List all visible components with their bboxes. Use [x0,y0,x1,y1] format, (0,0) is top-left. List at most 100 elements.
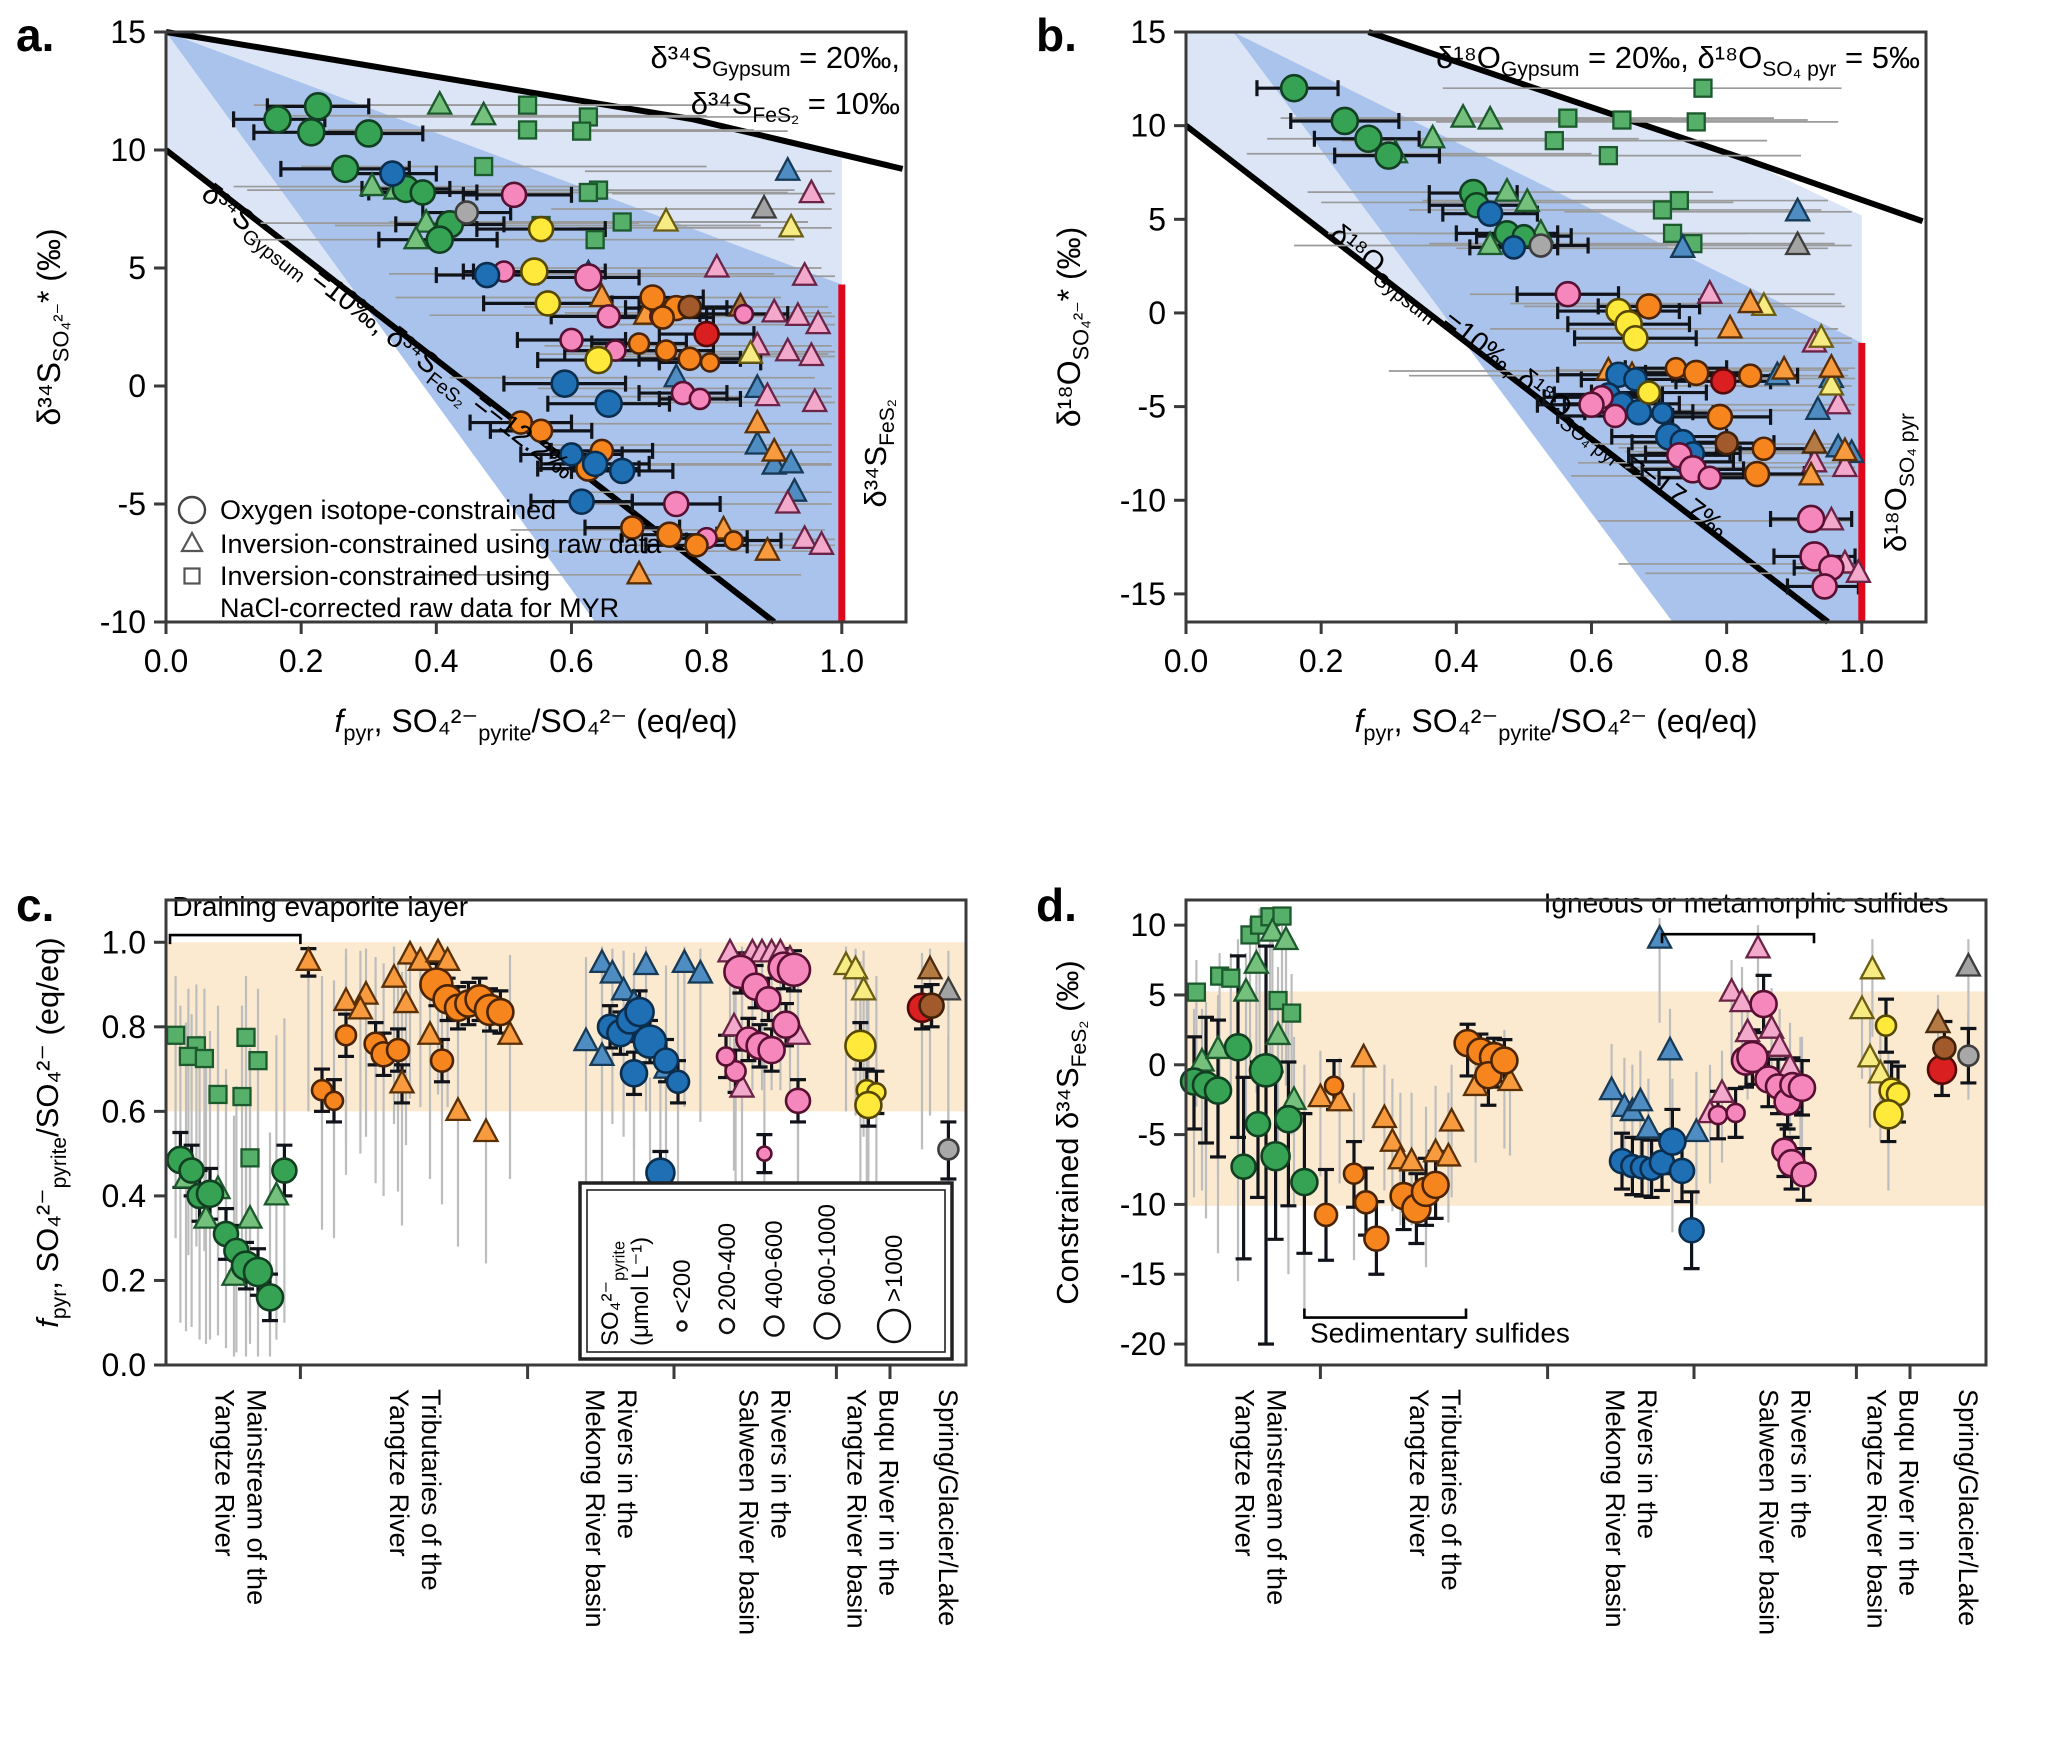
data-point-triangle [1856,1042,1884,1068]
category-label: Yangtze River [1230,1389,1260,1557]
y-axis-label: δ³⁴SSO₄²⁻* (‰) [31,228,73,425]
data-point-circle [771,1010,801,1040]
data-point-triangle [808,529,835,555]
data-point-circle [594,389,623,419]
data-point-triangle [1824,389,1852,415]
data-point-circle [242,1256,274,1288]
data-point-triangle [797,341,825,367]
size-legend-circle [813,1312,841,1340]
data-point-triangle [1476,230,1504,256]
endmember-annotation: δ³⁴SGypsum = 20‰, [651,40,901,81]
data-point-triangle [1784,230,1812,256]
x-tick-label: 1.0 [820,643,864,679]
size-legend-circle [718,1317,736,1335]
data-point-circle [584,345,613,375]
data-point-circle [918,992,945,1019]
category-label: Yangtze River [210,1389,240,1557]
data-point-circle [1751,436,1777,462]
panel-b-chart: 15 10 5 0 -5 -10 -15 0.0 0.2 0.4 0.6 0.8 1.0 fpyr, SO… [1051,14,1928,745]
data-point-triangle [416,1019,444,1045]
data-point-circle [656,521,683,548]
data-point-triangle [1766,1031,1794,1057]
category-label: Spring/Glacier/Lake [933,1389,963,1626]
data-point-circle [429,1048,455,1073]
size-legend-label: >1000 [881,1235,908,1302]
panel-d-chart: Igneous or metamorphic sulfides Sedimenta… [1050,888,1988,1635]
category-label: Tributaries of the [416,1389,446,1591]
category-label: Yangtze River basin [842,1389,872,1629]
data-point-triangle [1398,1146,1426,1172]
x-tick-label: 0.4 [414,643,458,679]
size-legend-title: SO₄²⁻pyrite(μmol L⁻¹) [597,1237,654,1346]
y-tick-label: -5 [1138,389,1166,425]
data-point-circle [1501,235,1527,260]
category-label: Salween River basin [1754,1389,1784,1635]
data-point-circle [323,1090,345,1112]
data-point-triangle [1728,987,1756,1013]
data-point-triangle [1496,1066,1524,1092]
data-point-circle [1651,401,1674,425]
data-point-circle [652,1047,680,1074]
category-label: Yangtze River [384,1389,414,1557]
data-point-square [473,156,494,177]
endmember-annotation: δ¹⁸OGypsum = 20‰, δ¹⁸OSO₄ pyr = 5‰ [1436,40,1920,81]
data-point-circle [639,284,666,311]
data-point-triangle [842,954,870,980]
data-point-circle [354,119,384,148]
data-point-circle [1230,1153,1257,1181]
data-point-triangle [934,975,962,1001]
panel-letter-c: c. [16,879,55,931]
panel-letter-b: b. [1036,9,1077,61]
data-point-triangle [1370,1103,1398,1129]
data-point-circle [620,515,645,540]
data-point-square [1669,190,1689,211]
data-point-triangle [784,300,812,327]
data-point-triangle [434,945,462,971]
data-point-circle [1374,141,1404,170]
data-point-circle [1787,1073,1817,1103]
data-point-circle [755,986,782,1013]
data-point-circle [296,118,326,147]
data-point-triangle [358,171,386,197]
data-point-circle [263,105,292,134]
data-point-square [1221,968,1241,988]
data-point-circle [677,294,703,320]
legend-label: NaCl-corrected raw data for MYR [220,593,619,623]
category-label: Tributaries of the [1436,1389,1466,1591]
x-tick-label: 0.2 [279,643,323,679]
data-point-triangle [1682,1117,1710,1143]
category-label: Salween River basin [734,1389,764,1635]
data-point-triangle [1646,923,1674,949]
data-point-circle [624,996,655,1028]
data-point-triangle [1419,123,1447,149]
data-point-circle [654,339,678,362]
y-tick-label: 0.4 [102,1178,146,1214]
data-point-triangle [1797,460,1825,486]
data-point-circle [1707,1104,1729,1126]
data-point-circle [508,410,534,435]
data-point-square [1272,906,1292,926]
category-label: Spring/Glacier/Lake [1953,1389,1983,1626]
x-tick-label: 0.8 [1704,643,1748,679]
data-point-circle [385,1037,411,1063]
data-point-triangle [1326,1086,1354,1112]
boundary-line [1367,29,1924,225]
data-point-triangle [791,523,819,550]
data-point-triangle [703,252,731,278]
panel-letter-d: d. [1036,879,1077,931]
data-point-triangle [804,309,832,335]
data-point-circle [334,1023,358,1047]
data-point-circle [1874,1014,1898,1037]
data-point-triangle [1770,354,1798,380]
data-point-circle [632,1024,668,1059]
data-point-circle [596,304,621,329]
data-point-triangle [774,488,802,514]
data-point-triangle [1734,1017,1762,1043]
data-point-circle [1223,1033,1253,1062]
data-point-circle [195,1179,225,1209]
data-point-circle [178,1157,205,1184]
data-point-circle [1244,1110,1272,1138]
category-label: Yangtze River [1404,1389,1434,1557]
